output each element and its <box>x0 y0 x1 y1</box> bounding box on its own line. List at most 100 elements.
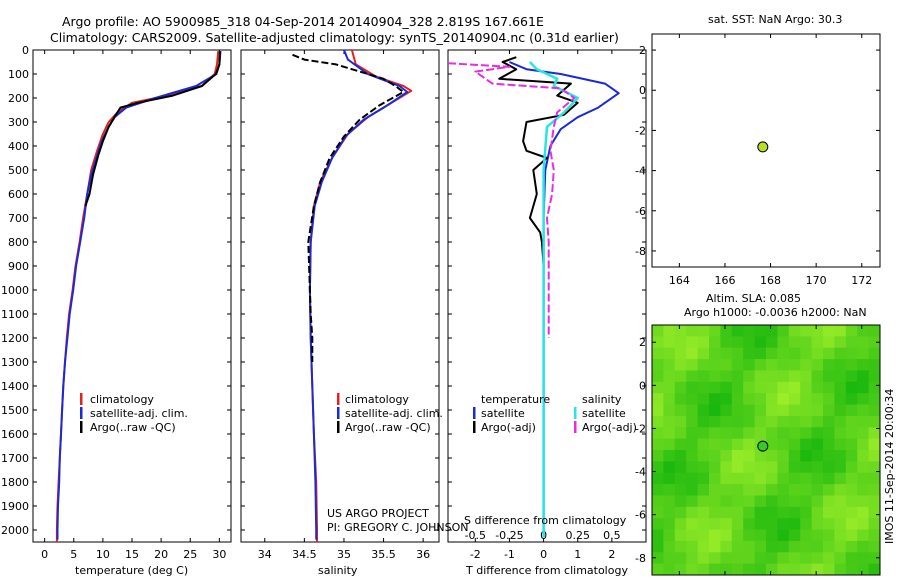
x-tick-label: 35.5 <box>371 548 396 561</box>
sla-cell <box>731 495 744 508</box>
sla-cell <box>857 404 870 417</box>
sla-cell <box>743 438 756 451</box>
sla-cell <box>777 347 790 360</box>
sla-cell <box>720 438 733 451</box>
sla-cell <box>766 472 778 485</box>
sla-cell <box>743 381 756 394</box>
sla-cell <box>754 359 767 372</box>
sla-cell <box>800 347 813 360</box>
sla-cell <box>686 427 699 440</box>
sla-cell <box>731 381 744 394</box>
project-pi: PI: GREGORY C. JOHNSON <box>327 521 468 534</box>
sla-cell <box>720 370 733 383</box>
sla-cell <box>823 359 835 372</box>
x-tick-label: 0 <box>540 548 547 561</box>
sla-cell <box>686 506 699 519</box>
sla-cell <box>834 393 847 406</box>
sla-cell <box>697 347 710 360</box>
sla-cell <box>788 336 801 349</box>
sla-cell <box>720 495 733 508</box>
sla-cell <box>811 438 824 451</box>
figure-subtitle: Climatology: CARS2009. Satellite-adjuste… <box>50 30 619 45</box>
sla-cell <box>720 404 733 417</box>
sla-cell <box>720 381 733 394</box>
sla-cell <box>868 347 880 360</box>
sla-cell <box>823 552 835 565</box>
sla-cell <box>731 552 744 565</box>
temperature-line-1 <box>56 51 222 540</box>
sla-cell <box>777 529 790 542</box>
sla-cell <box>800 415 813 428</box>
sla-cell <box>652 381 664 394</box>
y-tick-label: 400 <box>8 140 29 153</box>
sla-cell <box>766 529 778 542</box>
sla-cell <box>834 506 847 519</box>
sla-cell <box>788 461 801 474</box>
sla-cell <box>823 427 835 440</box>
sla-cell <box>663 415 676 428</box>
sla-cell <box>788 370 801 383</box>
sla-cell <box>857 370 870 383</box>
x-tick-label: 5 <box>70 548 77 561</box>
legend-label-argo: Argo(..raw -QC) <box>345 421 431 434</box>
sla-cell <box>857 506 870 519</box>
sla-cell <box>720 347 733 360</box>
sla-cell <box>777 484 790 497</box>
sla-cell <box>766 347 778 360</box>
sla-cell <box>754 529 767 542</box>
profile-location-marker <box>757 440 769 452</box>
sla-cell <box>788 393 801 406</box>
sla-cell <box>743 506 756 519</box>
sla-cell <box>868 438 880 451</box>
sla-cell <box>777 393 790 406</box>
sla-cell <box>652 359 664 372</box>
sla-cell <box>811 404 824 417</box>
sla-cell <box>697 438 710 451</box>
map-y-tick-label: -4 <box>635 466 646 479</box>
sla-cell <box>663 325 676 337</box>
sla-cell <box>709 540 721 553</box>
timestamp: IMOS 11-Sep-2014 20:00:34 <box>883 389 896 544</box>
sla-cell <box>868 506 880 519</box>
sla-cell <box>834 370 847 383</box>
project-name: US ARGO PROJECT <box>327 507 429 520</box>
sla-cell <box>868 393 880 406</box>
sla-cell <box>811 450 824 462</box>
sla-cell <box>720 506 733 519</box>
sla-cell <box>823 393 835 406</box>
sla-cell <box>720 529 733 542</box>
sla-cell <box>800 370 813 383</box>
sla-cell <box>834 472 847 485</box>
sla-cell <box>743 427 756 440</box>
sla-cell <box>674 495 687 508</box>
sla-cell <box>697 552 710 565</box>
sla-cell <box>709 495 721 508</box>
sla-cell <box>720 359 733 372</box>
sla-cell <box>697 484 710 497</box>
sla-cell <box>731 438 744 451</box>
sla-cell <box>754 450 767 462</box>
sla-cell <box>868 563 880 575</box>
sla-cell <box>845 393 858 406</box>
sla-cell <box>868 415 880 428</box>
sla-cell <box>674 450 687 462</box>
sla-cell <box>652 450 664 462</box>
sla-cell <box>845 506 858 519</box>
sla-cell <box>823 472 835 485</box>
sla-cell <box>686 370 699 383</box>
sla-cell <box>720 461 733 474</box>
sla-cell <box>845 552 858 565</box>
sla-cell <box>697 404 710 417</box>
sla-cell <box>709 552 721 565</box>
sla-cell <box>709 381 721 394</box>
sla-cell <box>857 325 870 337</box>
sla-cell <box>823 518 835 531</box>
sla-cell <box>800 461 813 474</box>
sla-cell <box>788 427 801 440</box>
sla-cell <box>766 336 778 349</box>
sla-cell <box>811 415 824 428</box>
sla-cell <box>652 484 664 497</box>
sla-cell <box>743 518 756 531</box>
sla-cell <box>686 438 699 451</box>
